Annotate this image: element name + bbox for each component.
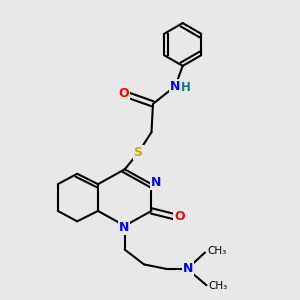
Text: CH₃: CH₃ <box>209 281 228 291</box>
Text: S: S <box>134 146 142 160</box>
Text: O: O <box>174 210 185 224</box>
Text: N: N <box>152 176 162 189</box>
Text: H: H <box>181 81 190 94</box>
Text: O: O <box>119 87 130 100</box>
Text: N: N <box>119 221 129 234</box>
Text: N: N <box>183 262 193 275</box>
Text: N: N <box>170 80 181 93</box>
Text: CH₃: CH₃ <box>207 246 226 256</box>
